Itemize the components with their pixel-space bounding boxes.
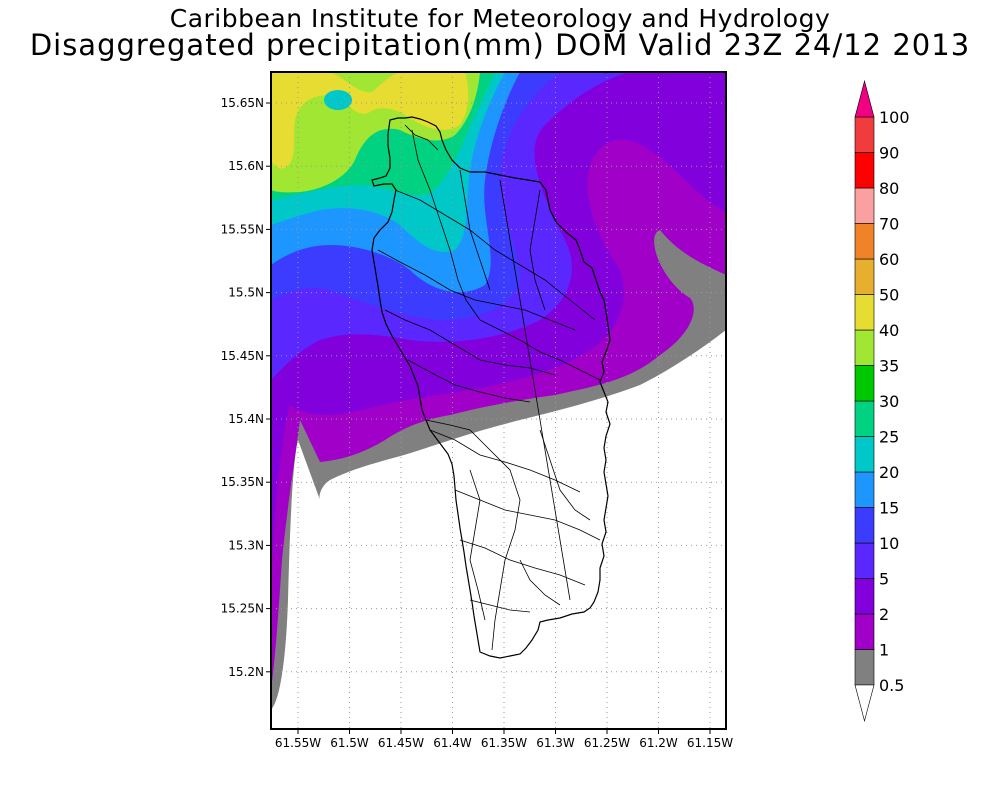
island-coastline [371,116,611,659]
colorbar-box [854,578,875,615]
colorbar-box [854,223,875,260]
lon-tick-label: 61.25W [584,736,630,750]
lon-tick-label: 61.15W [687,736,733,750]
lon-tick-label: 61.35W [481,736,527,750]
lat-tick-label: 15.3N [228,538,264,552]
map-title-line1: Caribbean Institute for Meteorology and … [169,4,831,33]
colorbar-box [854,649,875,686]
lat-tick-label: 15.35N [221,475,264,489]
map-title-line2: Disaggregated precipitation(mm) DOM Vali… [29,28,971,62]
colorbar-box [854,152,875,189]
lat-tick-label: 15.45N [221,349,264,363]
colorbar-box [854,507,875,544]
colorbar-level-label: 40 [879,321,899,340]
colorbar-box [854,471,875,508]
colorbar-box [854,294,875,331]
colorbar-level-label: 100 [879,108,910,127]
map-frame [270,71,727,730]
colorbar-level-label: 10 [879,534,899,553]
colorbar-level-label: 80 [879,179,899,198]
colorbar-box [854,187,875,224]
lat-tick-label: 15.4N [228,412,264,426]
colorbar-level-label: 1 [879,641,889,660]
colorbar-box [854,258,875,295]
lon-tick-label: 61.4W [433,736,472,750]
lat-tick-label: 15.65N [221,96,264,110]
colorbar-box [854,542,875,579]
colorbar-level-label: 70 [879,215,899,234]
colorbar-level-label: 20 [879,463,899,482]
lat-tick-label: 15.25N [221,602,264,616]
colorbar-level-label: 0.5 [879,676,904,695]
colorbar-box [854,365,875,402]
lat-tick-label: 15.2N [228,665,264,679]
lon-tick-label: 61.5W [330,736,369,750]
lat-tick-label: 15.5N [228,286,264,300]
colorbar-level-label: 2 [879,605,889,624]
colorbar-box [854,116,875,153]
lon-tick-label: 61.55W [275,736,321,750]
island-outline [371,116,611,659]
lon-tick-label: 61.45W [378,736,424,750]
lat-tick-label: 15.6N [228,159,264,173]
lon-tick-label: 61.2W [639,736,678,750]
lat-tick-label: 15.55N [221,222,264,236]
colorbar-level-label: 30 [879,392,899,411]
longitude-labels: 61.55W 61.5W 61.45W 61.4W 61.35W 61.3W 61.25W 6… [275,729,733,750]
colorbar-level-label: 15 [879,499,899,518]
colorbar-level-label: 5 [879,570,889,589]
colorbar-bottom-arrow [854,684,875,723]
colorbar-box [854,329,875,366]
colorbar-box [854,613,875,650]
watershed-lines [377,129,601,651]
colorbar-level-label: 60 [879,250,899,269]
lon-tick-label: 61.3W [536,736,575,750]
colorbar-box [854,436,875,473]
precipitation-field [271,72,726,729]
colorbar-level-label: 35 [879,357,899,376]
colorbar-top-arrow [854,79,875,118]
map-gridlines [271,72,726,729]
colorbar-level-label: 50 [879,286,899,305]
colorbar-box [854,400,875,437]
latitude-labels: 15.65N 15.6N 15.55N 15.5N 15.45N 15.4N 15.35N 1… [221,96,271,679]
precip-band-40 [271,72,469,169]
colorbar-level-label: 25 [879,428,899,447]
precip-spot [324,90,352,110]
colorbar-level-label: 90 [879,144,899,163]
